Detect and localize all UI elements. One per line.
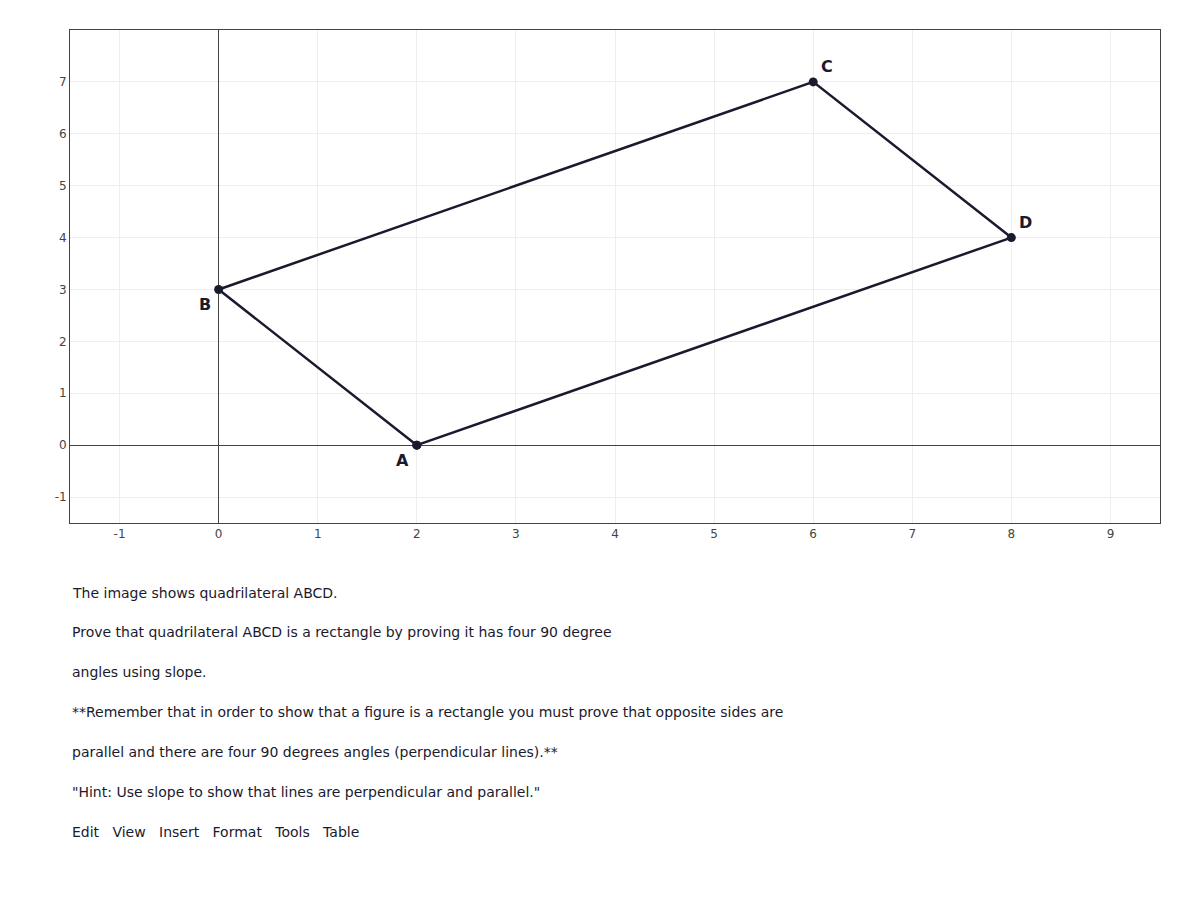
svg-text:7: 7: [908, 527, 916, 541]
svg-text:-1: -1: [55, 490, 67, 504]
svg-text:**Remember that in order to sh: **Remember that in order to show that a …: [72, 704, 783, 720]
svg-text:2: 2: [59, 335, 67, 349]
svg-text:1: 1: [314, 527, 322, 541]
svg-text:9: 9: [1107, 527, 1115, 541]
svg-text:7: 7: [59, 75, 67, 89]
svg-text:C: C: [821, 57, 833, 76]
svg-text:0: 0: [59, 438, 67, 452]
svg-text:D: D: [1019, 213, 1032, 232]
svg-text:"Hint: Use slope to show that: "Hint: Use slope to show that lines are …: [72, 784, 540, 800]
svg-text:parallel and there are four 90: parallel and there are four 90 degrees a…: [72, 744, 558, 760]
svg-text:The image shows quadrilateral: The image shows quadrilateral ABCD.: [72, 585, 338, 601]
svg-text:angles using slope.: angles using slope.: [72, 664, 207, 680]
svg-text:Prove that quadrilateral ABCD: Prove that quadrilateral ABCD is a recta…: [72, 624, 612, 640]
svg-text:4: 4: [611, 527, 619, 541]
svg-text:6: 6: [809, 527, 817, 541]
svg-text:A: A: [396, 451, 409, 470]
svg-text:Edit View Insert Format: Edit View Insert Format Tools Table: [72, 824, 359, 840]
svg-text:3: 3: [512, 527, 520, 541]
svg-text:6: 6: [59, 127, 67, 141]
svg-text:8: 8: [1008, 527, 1016, 541]
svg-text:2: 2: [413, 527, 421, 541]
svg-text:4: 4: [59, 231, 67, 245]
svg-text:1: 1: [59, 386, 67, 400]
svg-text:3: 3: [59, 283, 67, 297]
svg-text:5: 5: [710, 527, 718, 541]
svg-text:-1: -1: [114, 527, 126, 541]
svg-text:B: B: [199, 295, 211, 314]
svg-text:0: 0: [215, 527, 223, 541]
svg-text:5: 5: [59, 179, 67, 193]
